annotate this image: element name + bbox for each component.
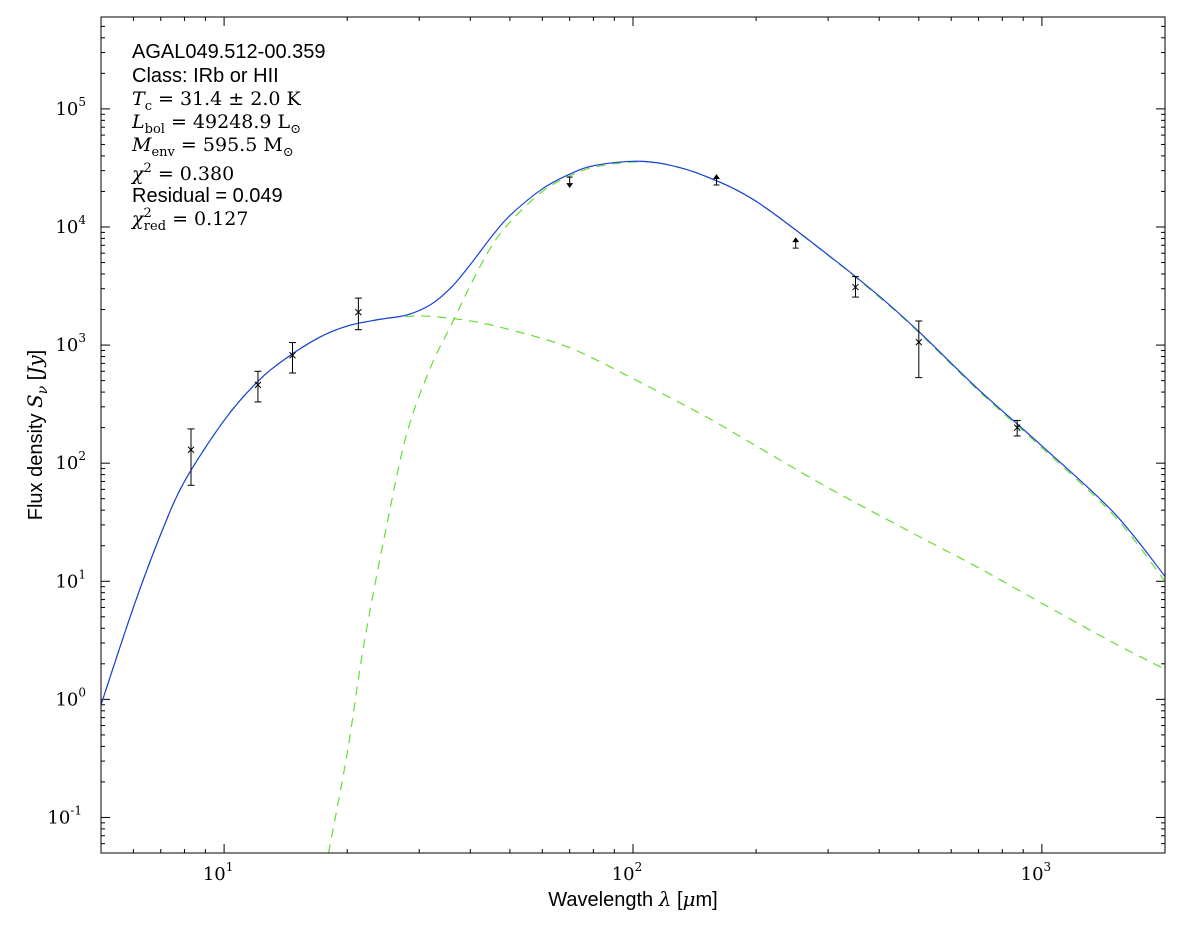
- y-tick-label: 103: [55, 331, 86, 356]
- residual-label: Residual = 0.049: [132, 185, 283, 207]
- measurement-point: [1013, 419, 1021, 437]
- measurement-point: [915, 320, 923, 379]
- data-marker: [852, 283, 859, 291]
- temperature-label: Tc = 31.4 ± 2.0 K: [132, 88, 302, 114]
- tick-labels: 101 102 103 10-1 100 101 102 103 104 105: [47, 95, 1051, 885]
- y-axis-title: Flux density Sν [Jy]: [23, 350, 51, 521]
- measurement-upper-limit: [566, 176, 574, 188]
- y-tick-label: 102: [55, 449, 86, 474]
- minor-ticks: [101, 17, 1165, 853]
- x-tick-label: 101: [203, 860, 234, 885]
- y-tick-label: 105: [55, 95, 86, 120]
- measurement-point: [354, 297, 362, 331]
- chi2-reduced-label: χ2 red = 0.127: [130, 206, 248, 234]
- fit-annotations: AGAL049.512-00.359 Class: IRb or HII Tc …: [130, 41, 326, 234]
- mass-label: Menv = 595.5 M⊙: [131, 134, 294, 160]
- limit-arrowhead: [712, 174, 720, 179]
- data-marker: [187, 446, 195, 454]
- data-marker: [1013, 424, 1021, 431]
- data-marker: [289, 351, 296, 359]
- y-tick-label: 101: [55, 567, 86, 592]
- data-marker: [254, 381, 262, 389]
- measurement-lower-limit: [712, 174, 720, 186]
- x-axis-title: Wavelength λ [μm]: [548, 887, 717, 911]
- limit-arrowhead: [566, 183, 574, 188]
- source-class: Class: IRb or HII: [132, 65, 279, 87]
- plot-frame: [100, 16, 1166, 854]
- chi2-label: χ2 = 0.380: [130, 161, 234, 185]
- x-tick-label: 103: [1021, 860, 1052, 885]
- data-marker: [915, 338, 923, 346]
- y-tick-label: 100: [55, 685, 86, 710]
- measurement-point: [187, 428, 195, 486]
- measurement-point: [289, 342, 297, 374]
- limit-arrowhead: [792, 237, 800, 243]
- x-tick-label: 102: [612, 860, 643, 885]
- y-tick-label: 10-1: [47, 803, 82, 828]
- cold-component-curve: [327, 161, 1165, 853]
- model-curves: [101, 160, 1165, 853]
- total-fit-curve: [101, 160, 1165, 705]
- measurements: [187, 174, 1021, 486]
- luminosity-label: Lbol = 49248.9 L⊙: [131, 111, 301, 137]
- measurement-lower-limit: [792, 237, 800, 249]
- measurement-point: [254, 370, 262, 403]
- data-marker: [355, 308, 362, 316]
- measurement-point: [851, 276, 859, 298]
- y-tick-label: 104: [55, 213, 86, 238]
- source-name: AGAL049.512-00.359: [132, 41, 326, 63]
